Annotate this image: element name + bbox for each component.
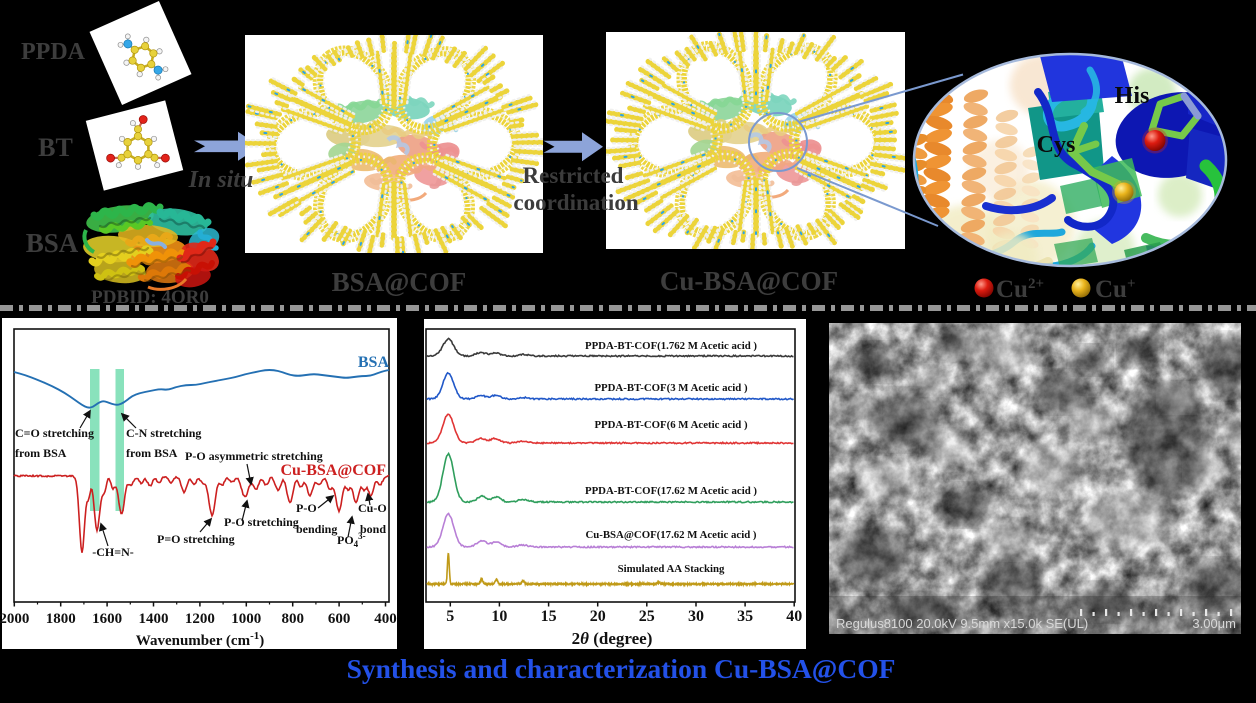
svg-text:PDBID: 4OR0: PDBID: 4OR0	[91, 287, 209, 308]
svg-text:Regulus8100 20.0kV 9.5mm x15.0: Regulus8100 20.0kV 9.5mm x15.0k SE(UL)	[836, 616, 1088, 631]
svg-text:Restricted: Restricted	[523, 163, 624, 188]
svg-text:BT: BT	[38, 133, 73, 162]
svg-text:15: 15	[541, 608, 557, 625]
svg-text:PPDA: PPDA	[21, 39, 86, 65]
svg-text:2000: 2000	[0, 611, 29, 627]
svg-text:800: 800	[281, 611, 304, 627]
svg-text:PPDA-BT-COF(6 M Acetic acid ): PPDA-BT-COF(6 M Acetic acid )	[594, 419, 748, 431]
svg-text:coordination: coordination	[513, 190, 638, 215]
svg-text:1000: 1000	[231, 611, 261, 627]
svg-text:1800: 1800	[46, 611, 76, 627]
svg-text:from BSA: from BSA	[126, 446, 178, 460]
svg-text:BSA: BSA	[26, 228, 79, 258]
svg-text:PPDA-BT-COF(17.62 M Acetic aci: PPDA-BT-COF(17.62 M Acetic acid )	[585, 485, 757, 497]
svg-text:BSA: BSA	[358, 354, 390, 371]
svg-text:BSA@COF: BSA@COF	[332, 267, 467, 297]
svg-text:P-O: P-O	[296, 501, 317, 515]
svg-text:Simulated AA Stacking: Simulated AA Stacking	[618, 563, 725, 575]
svg-text:P=O stretching: P=O stretching	[157, 532, 235, 546]
svg-text:1200: 1200	[185, 611, 215, 627]
svg-text:30: 30	[688, 608, 704, 625]
svg-text:25: 25	[639, 608, 655, 625]
svg-text:Cys: Cys	[1037, 132, 1076, 158]
svg-text:Cu2+: Cu2+	[996, 276, 1044, 303]
svg-text:-CH=N-: -CH=N-	[92, 545, 134, 559]
svg-text:In situ: In situ	[188, 167, 254, 193]
svg-text:1600: 1600	[92, 611, 122, 627]
svg-text:P-O asymmetric stretching: P-O asymmetric stretching	[185, 449, 323, 463]
svg-text:1400: 1400	[139, 611, 169, 627]
svg-text:Cu-O: Cu-O	[358, 501, 387, 515]
svg-text:P-O stretching: P-O stretching	[224, 515, 299, 529]
svg-text:bond: bond	[360, 522, 386, 536]
svg-text:from BSA: from BSA	[15, 446, 67, 460]
svg-text:Synthesis and characterization: Synthesis and characterization Cu-BSA@CO…	[347, 653, 896, 684]
svg-text:40: 40	[786, 608, 802, 625]
svg-text:PPDA-BT-COF(1.762 M Acetic aci: PPDA-BT-COF(1.762 M Acetic acid )	[585, 340, 757, 352]
svg-text:20: 20	[590, 608, 606, 625]
svg-text:C=O stretching: C=O stretching	[15, 426, 94, 440]
svg-text:His: His	[1115, 83, 1150, 109]
svg-text:Cu-BSA@COF: Cu-BSA@COF	[660, 266, 838, 296]
svg-text:C-N stretching: C-N stretching	[126, 426, 201, 440]
svg-text:10: 10	[491, 608, 507, 625]
svg-text:Cu-BSA@COF(17.62 M Acetic acid: Cu-BSA@COF(17.62 M Acetic acid )	[585, 529, 756, 541]
svg-text:PPDA-BT-COF(3 M Acetic acid ): PPDA-BT-COF(3 M Acetic acid )	[594, 382, 748, 394]
svg-text:2θ (degree): 2θ (degree)	[572, 629, 653, 648]
svg-text:600: 600	[328, 611, 351, 627]
svg-text:35: 35	[737, 608, 753, 625]
svg-text:bending: bending	[296, 522, 337, 536]
svg-text:3.00μm: 3.00μm	[1192, 616, 1236, 631]
svg-text:5: 5	[446, 608, 454, 625]
svg-text:Wavenumber (cm-1): Wavenumber (cm-1)	[136, 630, 264, 649]
svg-text:400: 400	[374, 611, 397, 627]
svg-text:Cu-BSA@COF: Cu-BSA@COF	[280, 462, 386, 479]
